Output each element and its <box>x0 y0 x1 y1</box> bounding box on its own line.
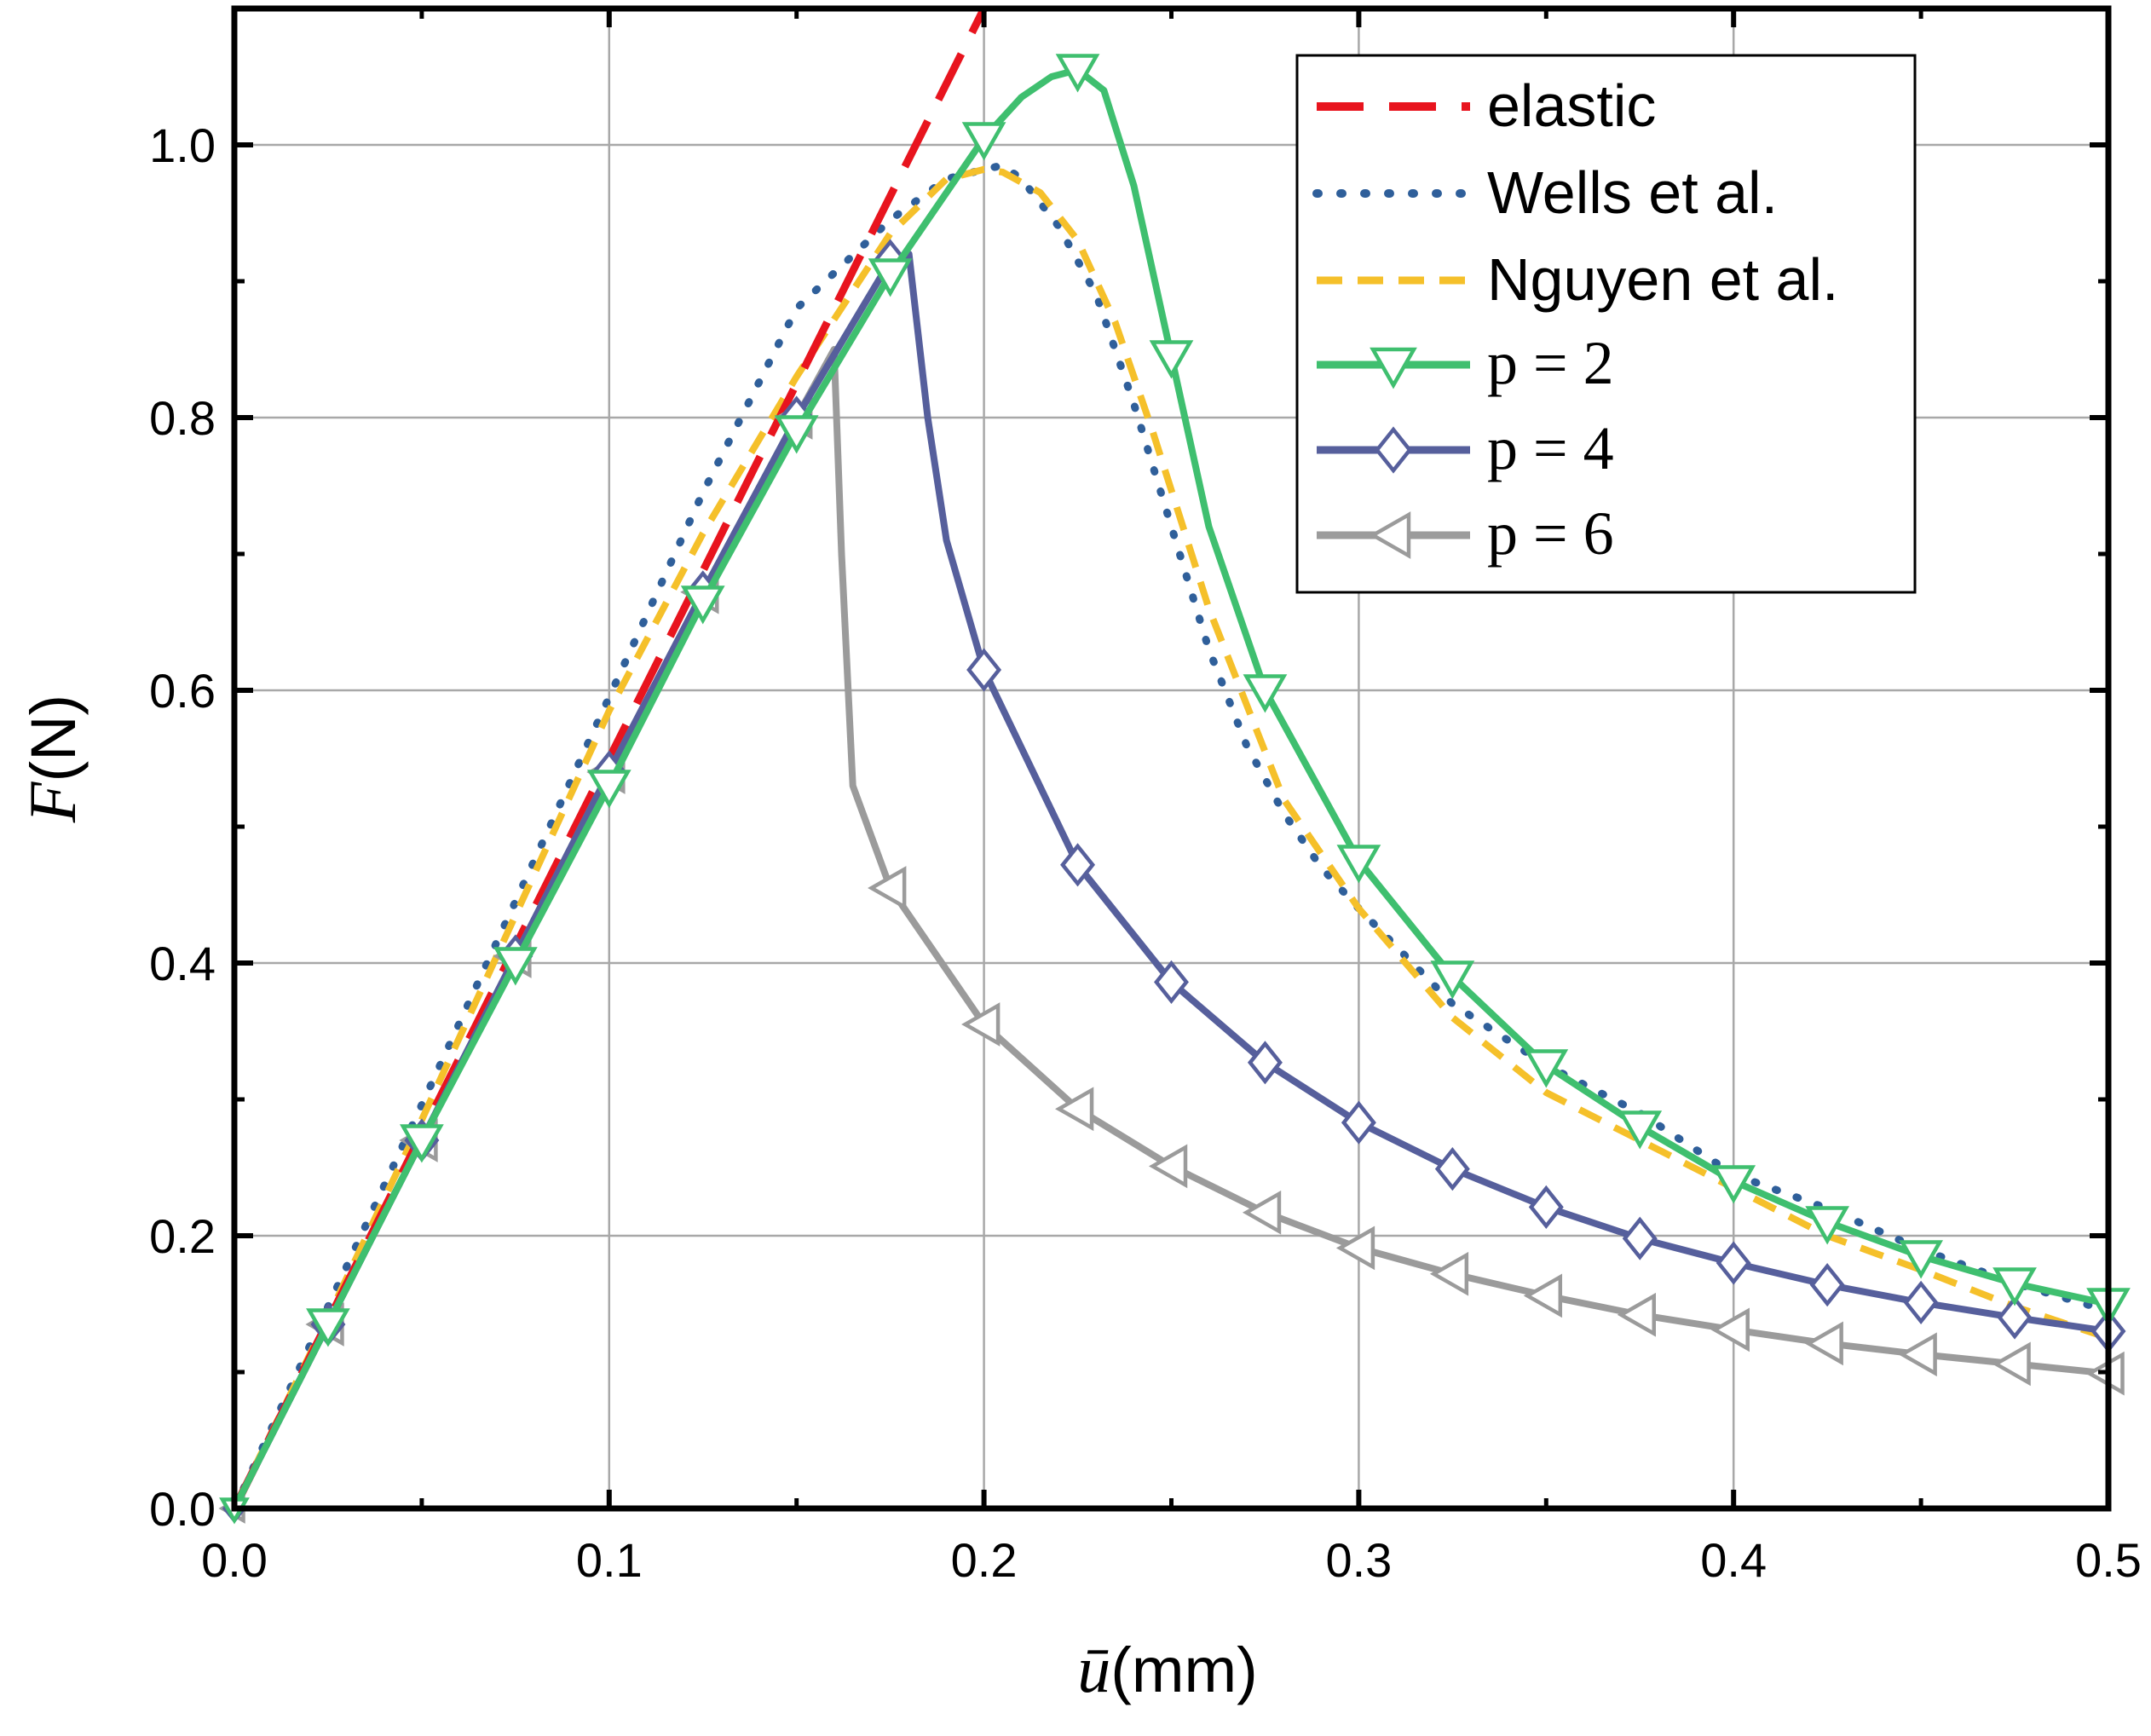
legend-label-wells: Wells et al. <box>1487 159 1778 226</box>
data-point <box>1341 1100 1376 1145</box>
data-point <box>1524 1049 1569 1088</box>
y-tick-label: 0.6 <box>149 664 216 718</box>
data-point <box>1903 1280 1939 1325</box>
legend-marker <box>1369 511 1411 559</box>
legend-label-p6: p = 6 <box>1487 499 1614 568</box>
data-point <box>1805 1206 1850 1245</box>
legend: elastic Wells et al. Nguyen et al. p = 2… <box>1295 54 1917 594</box>
data-point <box>493 947 538 986</box>
data-point <box>306 1308 350 1347</box>
data-point <box>1523 1273 1563 1318</box>
data-point <box>1617 1292 1656 1337</box>
data-point <box>1055 1087 1094 1132</box>
data-point <box>1247 1041 1283 1085</box>
data-point <box>1899 1240 1943 1279</box>
y-tick-label: 0.8 <box>149 391 216 445</box>
series-line-nguyen-et-al- <box>234 165 2108 1508</box>
x-axis-symbol: ū <box>1077 1632 1110 1706</box>
data-point <box>1992 1341 2031 1387</box>
data-point <box>1711 1165 1756 1204</box>
data-point <box>1809 1262 1845 1307</box>
data-point <box>1716 1241 1751 1285</box>
data-point <box>1242 1190 1282 1235</box>
data-point <box>1898 1332 1937 1377</box>
data-point <box>680 585 725 625</box>
data-point <box>586 770 631 809</box>
data-point <box>1243 674 1288 713</box>
data-point <box>868 866 907 910</box>
legend-label-elastic: elastic <box>1487 72 1656 139</box>
data-point <box>1804 1321 1843 1366</box>
data-point <box>868 258 913 297</box>
data-point <box>1148 1144 1188 1189</box>
series-group <box>218 9 2131 1525</box>
data-point <box>1992 1267 2037 1306</box>
legend-marker <box>1374 426 1413 474</box>
data-point <box>961 122 1006 161</box>
x-axis-label: ū(mm) <box>1077 1632 1258 1706</box>
y-tick-label: 0.2 <box>149 1209 216 1263</box>
series-line-p-4 <box>234 251 2108 1508</box>
axis-ticks: 0.0 0.1 0.2 0.3 0.4 0.5 0.0 0.2 0.4 0.6 0.8 1.0 <box>149 6 2142 1587</box>
data-point <box>1710 1307 1750 1352</box>
data-point <box>1622 1216 1658 1260</box>
data-point <box>1429 1251 1469 1296</box>
data-point <box>1336 845 1381 884</box>
data-point <box>400 1124 444 1163</box>
data-point <box>774 415 819 454</box>
data-point <box>1434 1146 1470 1191</box>
legend-marker <box>1370 347 1417 389</box>
x-tick-label: 0.5 <box>2075 1533 2142 1587</box>
y-axis-label: F(N) <box>15 695 89 823</box>
data-point <box>1149 340 1194 379</box>
data-point <box>1060 843 1096 887</box>
data-point <box>1528 1185 1564 1230</box>
y-tick-label: 1.0 <box>149 118 216 172</box>
legend-label-p2: p = 2 <box>1487 329 1614 397</box>
y-tick-label: 0.0 <box>149 1482 216 1536</box>
data-point <box>961 1002 1001 1047</box>
series-line-elastic <box>234 9 989 1508</box>
y-axis-symbol: F <box>15 781 89 823</box>
x-axis-unit: (mm) <box>1110 1635 1258 1705</box>
legend-swatches <box>1312 102 1474 559</box>
legend-label-nguyen: Nguyen et al. <box>1487 246 1838 313</box>
data-point <box>1618 1110 1663 1150</box>
x-tick-label: 0.4 <box>1700 1533 1767 1587</box>
y-axis-unit: (N) <box>18 695 89 782</box>
data-point <box>1997 1295 2033 1340</box>
data-point <box>1335 1226 1375 1271</box>
x-tick-label: 0.0 <box>201 1533 268 1587</box>
legend-box <box>1295 54 1917 594</box>
data-point <box>1154 960 1189 1005</box>
x-tick-label: 0.3 <box>1325 1533 1392 1587</box>
series-line-wells-et-al- <box>234 161 2108 1508</box>
data-point <box>966 648 1002 692</box>
data-point <box>1430 960 1475 1000</box>
data-point <box>1055 54 1100 93</box>
x-tick-label: 0.2 <box>951 1533 1018 1587</box>
legend-label-p4: p = 4 <box>1487 414 1614 482</box>
y-tick-label: 0.4 <box>149 937 216 990</box>
x-tick-label: 0.1 <box>576 1533 643 1587</box>
